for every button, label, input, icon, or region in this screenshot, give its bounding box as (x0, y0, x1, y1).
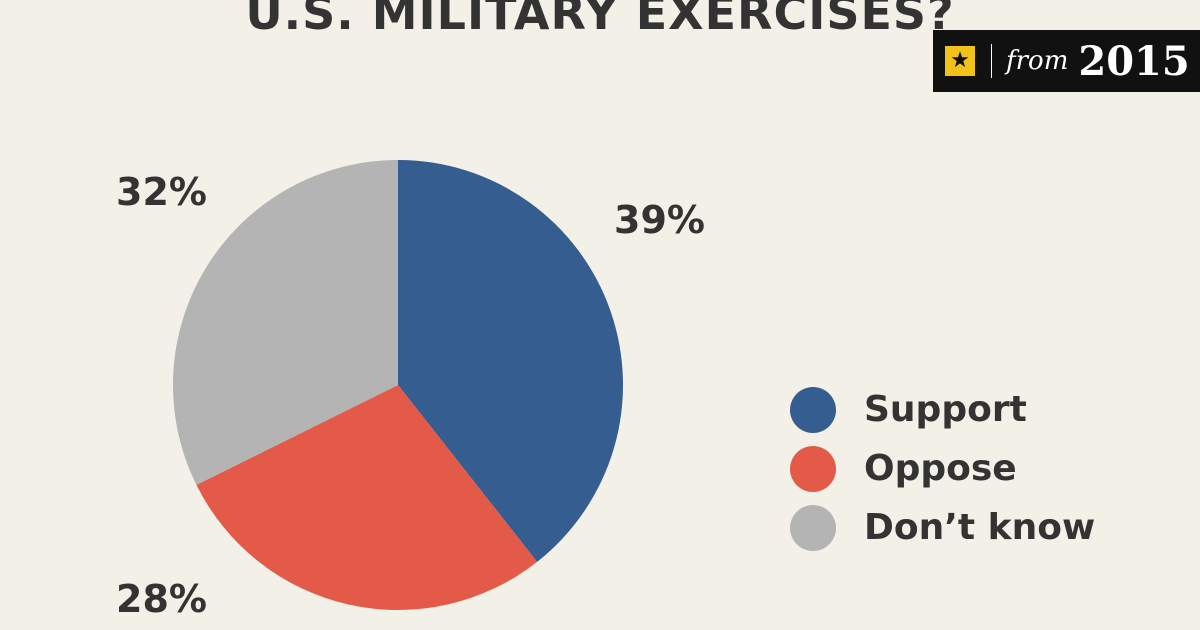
legend-label-dont-know: Don’t know (864, 507, 1096, 548)
legend-label-support: Support (864, 389, 1027, 430)
pie-slice-dont-know (173, 160, 398, 485)
star-icon: ★ (945, 46, 975, 76)
legend-swatch-dont-know (790, 504, 836, 551)
pie-slice-support (398, 160, 623, 562)
legend-swatch-support (790, 386, 836, 433)
slice-label-dont-know: 32% (116, 170, 207, 214)
legend-item-support: Support (790, 380, 1095, 439)
legend-label-oppose: Oppose (864, 448, 1017, 489)
badge-year: 2015 (1078, 37, 1190, 85)
slice-label-support: 39% (614, 198, 705, 242)
legend-item-oppose: Oppose (790, 439, 1095, 498)
from-year-badge: ★ from 2015 (933, 30, 1200, 92)
legend-item-dont-know: Don’t know (790, 498, 1095, 557)
chart-title: U.S. MILITARY EXERCISES? (245, 0, 955, 40)
legend-swatch-oppose (790, 445, 836, 492)
badge-from-label: from (1006, 46, 1069, 76)
pie-slice-oppose (196, 385, 538, 610)
slice-label-oppose: 28% (116, 577, 207, 621)
badge-divider (991, 44, 992, 78)
legend: Support Oppose Don’t know (790, 380, 1095, 557)
